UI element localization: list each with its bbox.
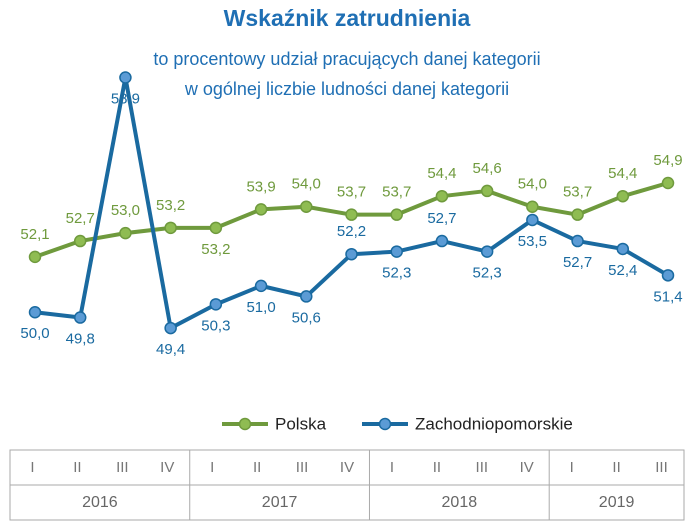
quarter-label: III: [655, 459, 668, 476]
data-label: 53,7: [382, 184, 411, 201]
data-label: 52,7: [427, 210, 456, 227]
marker: [435, 234, 449, 248]
quarter-label: III: [296, 459, 309, 476]
marker: [254, 279, 268, 293]
data-label: 50,6: [292, 309, 321, 326]
year-label: 2018: [442, 494, 478, 511]
marker: [119, 226, 132, 240]
data-label: 53,2: [201, 241, 230, 258]
data-label: 52,3: [473, 265, 502, 282]
data-label: 52,3: [382, 265, 411, 282]
quarter-label: III: [476, 459, 489, 476]
chart-title: Wskaźnik zatrudnienia: [224, 5, 471, 31]
data-label: 52,7: [563, 254, 592, 271]
data-label: 52,2: [337, 223, 366, 240]
data-label: 51,4: [653, 288, 682, 305]
quarter-label: I: [570, 459, 574, 476]
quarter-label: III: [116, 459, 129, 476]
data-label: 58,9: [111, 90, 140, 107]
data-label: 52,7: [66, 210, 95, 227]
quarter-label: II: [253, 459, 261, 476]
data-label: 50,3: [201, 317, 230, 334]
legend-label: Polska: [275, 414, 327, 433]
quarter-label: I: [30, 459, 34, 476]
quarter-label: I: [210, 459, 214, 476]
marker: [28, 306, 42, 319]
marker: [209, 298, 223, 311]
marker: [164, 321, 177, 335]
data-label: 52,1: [20, 226, 49, 243]
chart-subtitle: w ogólnej liczbie ludności danej kategor…: [184, 79, 509, 99]
marker: [73, 311, 87, 324]
chart-subtitle: to procentowy udział pracujących danej k…: [153, 49, 540, 69]
marker: [28, 250, 42, 264]
quarter-label: II: [612, 459, 620, 476]
legend-marker: [238, 417, 252, 431]
year-label: 2019: [599, 494, 635, 511]
quarter-label: IV: [340, 459, 354, 476]
data-label: 53,9: [246, 178, 275, 195]
data-label: 53,2: [156, 197, 185, 214]
marker: [526, 200, 539, 213]
marker: [164, 221, 177, 235]
data-label: 49,8: [66, 330, 95, 347]
marker: [209, 221, 223, 235]
marker: [254, 203, 268, 216]
data-label: 53,7: [563, 184, 592, 201]
marker: [616, 189, 630, 203]
marker: [300, 200, 313, 213]
legend-label: Zachodniopomorskie: [415, 414, 573, 433]
marker: [345, 208, 358, 221]
data-label: 53,5: [518, 233, 547, 250]
data-label: 54,4: [608, 165, 637, 182]
quarter-label: II: [433, 459, 441, 476]
data-label: 54,4: [427, 165, 456, 182]
quarter-label: II: [73, 459, 81, 476]
data-label: 52,4: [608, 262, 637, 279]
legend-marker: [378, 417, 392, 431]
year-label: 2017: [262, 494, 298, 511]
marker: [661, 176, 675, 190]
data-label: 53,7: [337, 184, 366, 201]
data-label: 51,0: [246, 299, 275, 316]
marker: [390, 208, 403, 221]
data-label: 49,4: [156, 341, 185, 358]
year-label: 2016: [82, 494, 118, 511]
marker: [345, 247, 358, 261]
data-label: 53,0: [111, 202, 140, 219]
marker: [390, 245, 403, 258]
data-label: 54,0: [292, 176, 321, 193]
data-label: 54,9: [653, 152, 682, 169]
marker: [300, 290, 313, 303]
marker: [73, 234, 87, 248]
quarter-label: I: [390, 459, 394, 476]
marker: [616, 242, 630, 256]
data-label: 54,0: [518, 176, 547, 193]
marker: [119, 71, 132, 84]
data-label: 54,6: [473, 160, 502, 177]
data-label: 50,0: [20, 325, 49, 342]
marker: [435, 189, 449, 203]
marker: [526, 213, 539, 227]
quarter-label: IV: [520, 459, 534, 476]
marker: [571, 208, 584, 221]
quarter-label: IV: [160, 459, 174, 476]
marker: [480, 184, 494, 198]
marker: [571, 234, 584, 248]
marker: [480, 245, 494, 258]
marker: [661, 269, 675, 282]
